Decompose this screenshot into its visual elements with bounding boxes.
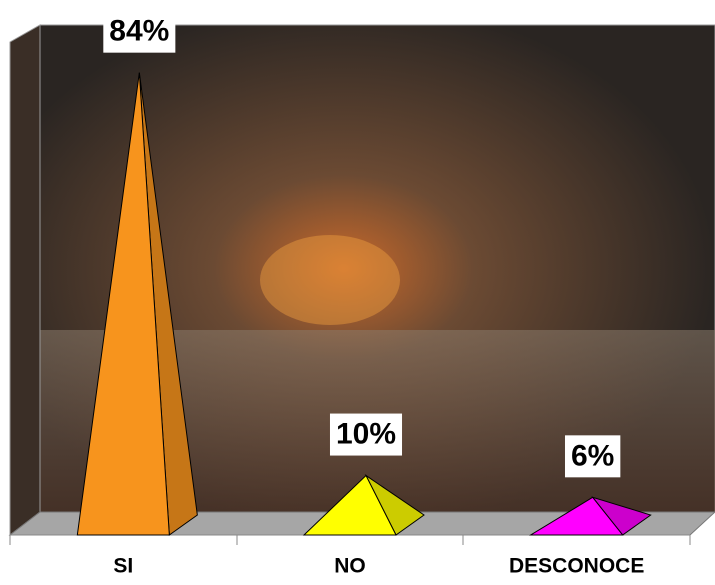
value-label: 6%	[571, 439, 614, 472]
value-label: 10%	[336, 417, 396, 450]
pyramid-front	[76, 72, 170, 536]
pyramid-front	[302, 474, 397, 536]
value-label: 84%	[109, 15, 169, 48]
value-label-box	[564, 435, 621, 478]
x-tick-label: DESCONOCE	[509, 555, 644, 578]
pyramid	[528, 496, 652, 536]
pyramid-front	[528, 496, 624, 536]
pyramid	[76, 72, 198, 536]
pyramid	[302, 474, 425, 536]
x-tick-label: SI	[113, 555, 133, 578]
value-label-box	[329, 413, 403, 456]
value-label-box	[103, 10, 176, 53]
x-tick-label: NO	[334, 555, 366, 578]
